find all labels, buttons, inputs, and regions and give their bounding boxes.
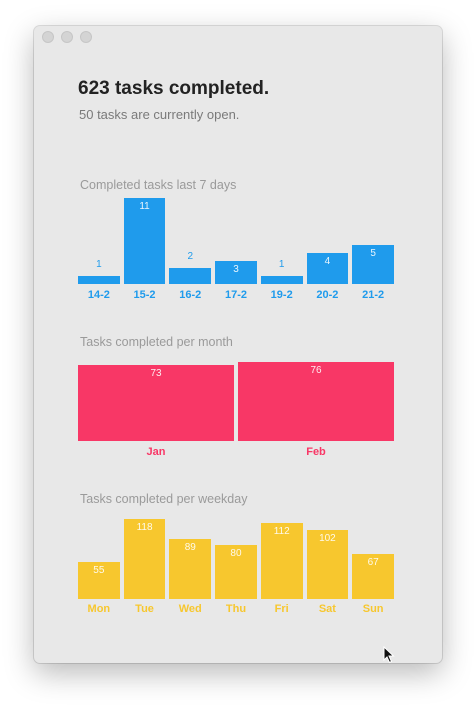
weekday-category-label: Mon [87, 603, 111, 615]
weekday-chart-title: Tasks completed per weekday [80, 492, 248, 506]
weekday-bar: 55 [78, 562, 120, 599]
daily-bar-value: 11 [139, 201, 150, 212]
weekday-category-label: Wed [178, 603, 202, 615]
weekday-chart-labels: Mon Tue Wed Thu Fri Sat Sun [78, 603, 394, 617]
daily-chart-labels: 14-2 15-2 16-2 17-2 19-2 20-2 21-2 [78, 289, 394, 303]
daily-category-label: 19-2 [270, 289, 293, 301]
monthly-bar-value: 73 [150, 368, 162, 379]
weekday-bar-value: 118 [136, 522, 153, 533]
weekday-bar-value: 67 [367, 557, 379, 568]
monthly-category-label: Jan [146, 446, 166, 458]
weekday-bar-value: 112 [273, 526, 290, 537]
monthly-chart-labels: Jan Feb [78, 446, 394, 460]
weekday-bar-value: 80 [230, 548, 242, 559]
daily-chart-title: Completed tasks last 7 days [80, 178, 237, 192]
weekday-bar: 80 [215, 545, 257, 599]
monthly-bar-chart: 73 76 [78, 362, 394, 441]
daily-bar: 1 [78, 259, 120, 284]
daily-bar: 1 [260, 259, 303, 284]
daily-bar-value: 1 [96, 259, 102, 270]
daily-category-label: 20-2 [316, 289, 339, 301]
monthly-bar: 76 [238, 362, 394, 441]
weekday-bar-value: 102 [319, 533, 336, 544]
weekday-category-label: Sun [362, 603, 384, 615]
open-tasks-subline: 50 tasks are currently open. [79, 107, 240, 122]
weekday-category-label: Tue [135, 603, 154, 615]
weekday-category-label: Fri [274, 603, 289, 615]
daily-bar-value: 1 [278, 259, 285, 270]
close-icon[interactable] [42, 31, 54, 43]
zoom-icon[interactable] [80, 31, 92, 43]
weekday-bar: 102 [306, 530, 349, 599]
daily-bar: 2 [169, 251, 212, 284]
weekday-bar: 67 [352, 554, 394, 599]
monthly-bar-value: 76 [310, 365, 322, 376]
daily-category-label: 15-2 [133, 289, 156, 301]
daily-bar-chart: 1 11 2 3 1 4 5 [78, 198, 394, 284]
weekday-category-label: Thu [225, 603, 247, 615]
daily-bar-value: 2 [187, 251, 194, 262]
title-bar[interactable] [34, 26, 442, 48]
daily-category-label: 14-2 [87, 289, 110, 301]
daily-bar-value: 4 [324, 256, 331, 267]
monthly-chart-title: Tasks completed per month [80, 335, 233, 349]
weekday-bar-chart: 55 118 89 80 112 102 67 [78, 519, 394, 599]
daily-category-label: 21-2 [362, 289, 385, 301]
mouse-pointer-icon [383, 646, 395, 664]
daily-bar: 4 [306, 253, 349, 284]
minimize-icon[interactable] [61, 31, 73, 43]
daily-bar-value: 3 [233, 264, 239, 275]
monthly-bar: 73 [78, 365, 234, 441]
daily-bar-value: 5 [370, 248, 376, 259]
weekday-bar: 112 [260, 523, 303, 599]
weekday-bar-value: 55 [93, 565, 105, 576]
daily-bar: 3 [215, 261, 257, 284]
headline: 623 tasks completed. [78, 78, 270, 99]
monthly-category-label: Feb [306, 446, 326, 458]
weekday-bar: 118 [123, 519, 166, 599]
weekday-bar-value: 89 [184, 542, 196, 553]
app-window: 623 tasks completed. 50 tasks are curren… [34, 26, 442, 663]
daily-category-label: 16-2 [179, 289, 202, 301]
weekday-bar: 89 [169, 539, 212, 599]
weekday-category-label: Sat [318, 603, 336, 615]
daily-bar: 5 [352, 245, 394, 284]
daily-category-label: 17-2 [224, 289, 247, 301]
daily-bar: 11 [123, 198, 166, 284]
